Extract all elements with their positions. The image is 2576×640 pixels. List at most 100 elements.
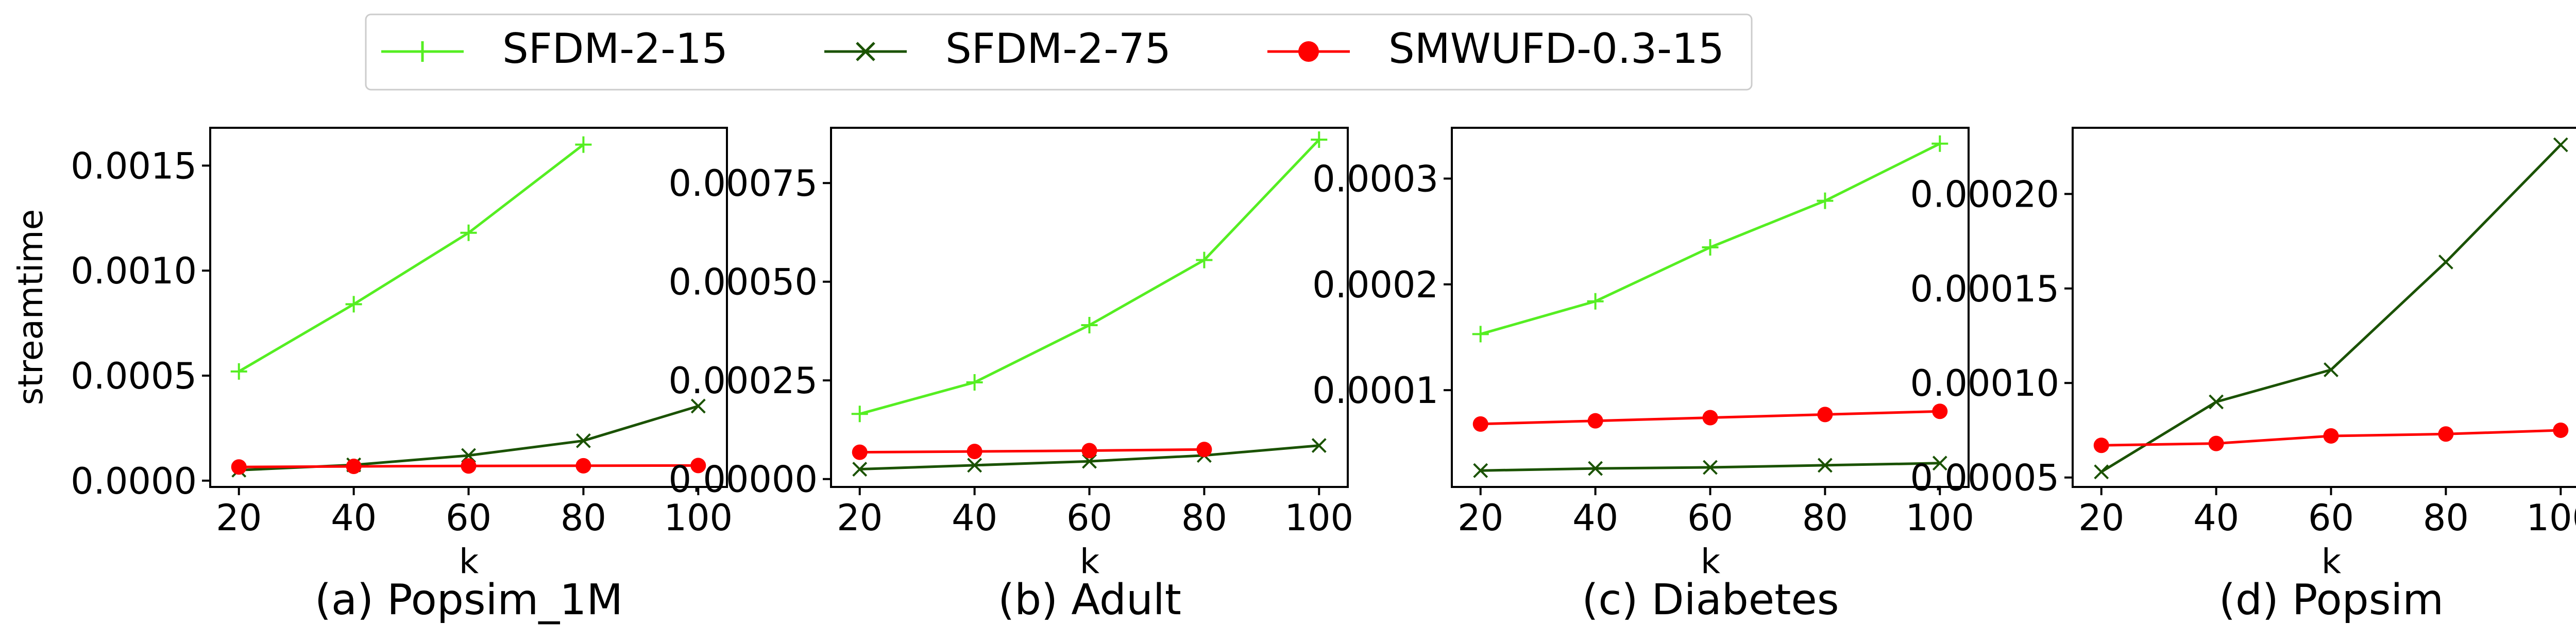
plot-area-b (851, 131, 1328, 477)
point-sfdm-2-15 (345, 296, 362, 313)
point-sfdm-2-75 (2094, 464, 2109, 480)
x-tick-label: 80 (1181, 497, 1227, 539)
y-tick-label: 0.00000 (669, 459, 818, 501)
x-tick-label: 100 (2526, 497, 2576, 539)
point-smwufd-0-3-15 (231, 459, 247, 475)
x-ticks-b: 20 40 60 80 100 (837, 487, 1353, 539)
point-smwufd-0-3-15 (2438, 426, 2454, 442)
x-axis-label-d: k (2321, 542, 2342, 581)
point-sfdm-2-75 (2209, 394, 2224, 410)
series-line-sfdm-2-75 (2100, 144, 2562, 473)
point-sfdm-2-15 (1587, 293, 1604, 310)
panel-title-d: (d) Popsim (2219, 576, 2444, 625)
x-tick-label: 40 (1572, 497, 1618, 539)
x-tick-label: 40 (2193, 497, 2239, 539)
series-line-sfdm-2-15 (859, 139, 1320, 415)
x-axis-label-b: k (1080, 542, 1100, 581)
y-tick-label: 0.00025 (669, 360, 818, 402)
y-tick-label: 0.00015 (1910, 268, 2059, 310)
point-sfdm-2-75 (852, 462, 868, 477)
x-axis-label-a: k (459, 542, 479, 581)
point-sfdm-2-75 (1817, 458, 1833, 473)
point-smwufd-0-3-15 (2553, 422, 2569, 438)
legend-entry-sfdm-2-15: SFDM-2-15 (381, 25, 728, 73)
legend-label-sfdm-2-75: SFDM-2-75 (945, 25, 1171, 73)
point-smwufd-0-3-15 (575, 458, 591, 474)
point-smwufd-0-3-15 (2208, 435, 2224, 451)
point-smwufd-0-3-15 (967, 444, 982, 460)
point-smwufd-0-3-15 (1932, 403, 1948, 419)
y-ticks-d: 0.00005 0.00010 0.00015 0.00020 (1910, 173, 2073, 499)
x-tick-label: 60 (1687, 497, 1733, 539)
y-tick-label: 0.00050 (669, 261, 818, 304)
y-tick-label: 0.0003 (1312, 158, 1438, 200)
x-ticks-c: 20 40 60 80 100 (1458, 487, 1974, 539)
point-sfdm-2-15 (1817, 192, 1834, 209)
x-ticks-a: 20 40 60 80 100 (216, 487, 733, 539)
point-smwufd-0-3-15 (461, 458, 477, 474)
point-sfdm-2-15 (1931, 135, 1948, 152)
plot-area-d (2093, 137, 2569, 480)
point-sfdm-2-75 (1311, 438, 1327, 453)
x-axis-label-c: k (1701, 542, 1721, 581)
point-smwufd-0-3-15 (1081, 443, 1097, 459)
y-axis-label-a: streamtime (11, 209, 50, 405)
legend-entry-smwufd-0-3-15: SMWUFD-0.3-15 (1267, 25, 1724, 73)
x-tick-label: 40 (952, 497, 997, 539)
y-ticks-c: 0.0001 0.0002 0.0003 (1312, 158, 1452, 412)
point-sfdm-2-75 (2438, 255, 2453, 270)
x-tick-label: 20 (837, 497, 883, 539)
point-smwufd-0-3-15 (852, 444, 868, 460)
point-sfdm-2-75 (1703, 460, 1718, 475)
x-tick-label: 20 (2078, 497, 2124, 539)
x-tick-label: 80 (2423, 497, 2469, 539)
point-sfdm-2-15 (851, 406, 868, 423)
legend-entry-sfdm-2-75: SFDM-2-75 (824, 25, 1171, 73)
point-sfdm-2-75 (1473, 463, 1488, 478)
point-smwufd-0-3-15 (1702, 410, 1718, 426)
point-sfdm-2-75 (2553, 137, 2568, 153)
point-sfdm-2-15 (1081, 316, 1098, 333)
point-sfdm-2-75 (1932, 456, 1947, 471)
y-tick-label: 0.00075 (669, 162, 818, 205)
x-tick-label: 60 (2308, 497, 2354, 539)
point-smwufd-0-3-15 (2093, 437, 2109, 453)
y-ticks-b: 0.00000 0.00025 0.00050 0.00075 (669, 162, 831, 501)
x-tick-label: 60 (446, 497, 492, 539)
legend-marker-circle (1298, 41, 1319, 62)
legend-marker-plus (412, 41, 433, 62)
point-smwufd-0-3-15 (690, 458, 706, 474)
point-sfdm-2-15 (1702, 239, 1719, 256)
legend-label-sfdm-2-15: SFDM-2-15 (502, 25, 728, 73)
point-smwufd-0-3-15 (1817, 407, 1833, 423)
plot-area-a (230, 136, 706, 478)
x-ticks-d: 20 40 60 80 100 (2078, 487, 2576, 539)
panel-title-c: (c) Diabetes (1582, 576, 1839, 625)
y-tick-label: 0.0002 (1312, 264, 1438, 306)
x-tick-label: 60 (1066, 497, 1112, 539)
panel-c: 0.0001 0.0002 0.0003 20 40 60 80 100 k (c) Dia… (1312, 127, 1974, 625)
panel-b: 0.00000 0.00025 0.00050 0.00075 20 40 60 80 100… (669, 127, 1353, 625)
panel-a: 0.0000 0.0005 0.0010 0.0015 20 40 60 80 100 k s… (11, 127, 733, 625)
point-sfdm-2-15 (230, 363, 247, 380)
series-line-smwufd-0-3-15 (859, 448, 1205, 454)
y-tick-label: 0.0001 (1312, 369, 1438, 412)
y-tick-label: 0.0010 (71, 250, 197, 292)
point-sfdm-2-15 (460, 224, 477, 241)
legend-label-smwufd-0-3-15: SMWUFD-0.3-15 (1388, 25, 1724, 73)
series-line-sfdm-2-15 (1480, 142, 1941, 335)
panel-title-a: (a) Popsim_1M (315, 576, 623, 625)
y-tick-label: 0.00010 (1910, 362, 2059, 405)
x-tick-label: 100 (664, 497, 733, 539)
axes-frame-a (209, 127, 728, 488)
y-tick-label: 0.00005 (1910, 457, 2059, 499)
x-tick-label: 100 (1905, 497, 1974, 539)
y-tick-label: 0.0000 (71, 460, 197, 502)
axes-frame-c (1451, 127, 1970, 488)
series-line-sfdm-2-15 (238, 143, 584, 373)
y-tick-label: 0.0015 (71, 145, 197, 187)
panel-title-b: (b) Adult (998, 576, 1181, 625)
panel-d: 0.00005 0.00010 0.00015 0.00020 20 40 60 80 100… (1910, 127, 2576, 625)
point-smwufd-0-3-15 (1587, 413, 1603, 429)
legend-marker-x (856, 42, 875, 61)
